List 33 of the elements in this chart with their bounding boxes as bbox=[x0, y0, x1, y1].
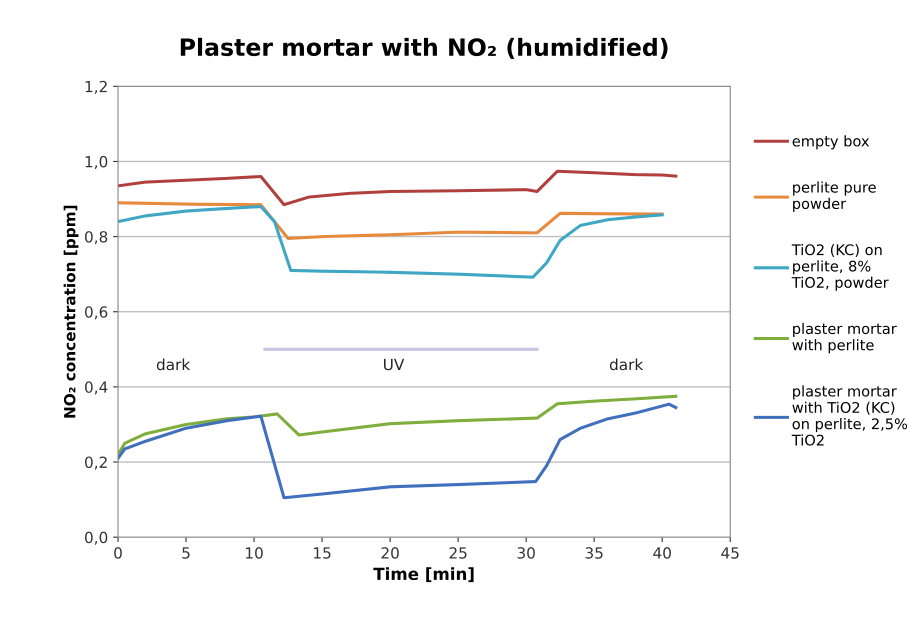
y-axis-title: NO₂ concentration [ppm] bbox=[64, 206, 78, 418]
chart-title: Plaster mortar with NO₂ (humidified) bbox=[180, 38, 668, 59]
y-tick-label: 0,8 bbox=[85, 231, 108, 244]
line-series bbox=[118, 402, 678, 500]
line-series bbox=[118, 201, 664, 240]
y-tick-label: 0,0 bbox=[85, 532, 108, 545]
y-tick-label: 1,0 bbox=[86, 156, 108, 170]
y-tick-label: 0,2 bbox=[85, 456, 107, 470]
line-series bbox=[118, 205, 664, 279]
y-tick-label: 0,4 bbox=[85, 381, 108, 394]
legend-label: TiO2 (KC) on perlite, 8% TiO2, powder bbox=[792, 244, 889, 291]
line-series bbox=[118, 394, 678, 456]
annotation: dark bbox=[610, 358, 644, 370]
x-axis-title: Time [min] bbox=[373, 567, 474, 582]
x-tick-label: 0 bbox=[114, 547, 122, 559]
x-tick-label: 5 bbox=[182, 547, 190, 559]
x-tick-label: 25 bbox=[450, 547, 467, 559]
line-series bbox=[118, 170, 678, 206]
x-tick-label: 15 bbox=[314, 547, 330, 559]
x-tick-label: 45 bbox=[721, 547, 739, 559]
x-tick-label: 10 bbox=[246, 547, 263, 559]
y-tick-label: 1,2 bbox=[86, 80, 107, 94]
x-tick-label: 40 bbox=[653, 547, 671, 559]
legend-label: perlite pure powder bbox=[793, 181, 876, 212]
legend-label: plaster mortar with TiO2 (KC) on perlite, 2,5% TiO2 bbox=[792, 385, 908, 446]
legend-label: empty box bbox=[792, 135, 870, 150]
x-tick-label: 20 bbox=[382, 547, 399, 559]
x-tick-label: 30 bbox=[518, 547, 535, 559]
legend-label: plaster mortar with perlite bbox=[792, 322, 897, 354]
annotation: dark bbox=[156, 358, 190, 370]
annotation: UV bbox=[384, 358, 404, 370]
x-tick-label: 35 bbox=[586, 547, 603, 559]
y-tick-label: 0,6 bbox=[85, 306, 108, 320]
